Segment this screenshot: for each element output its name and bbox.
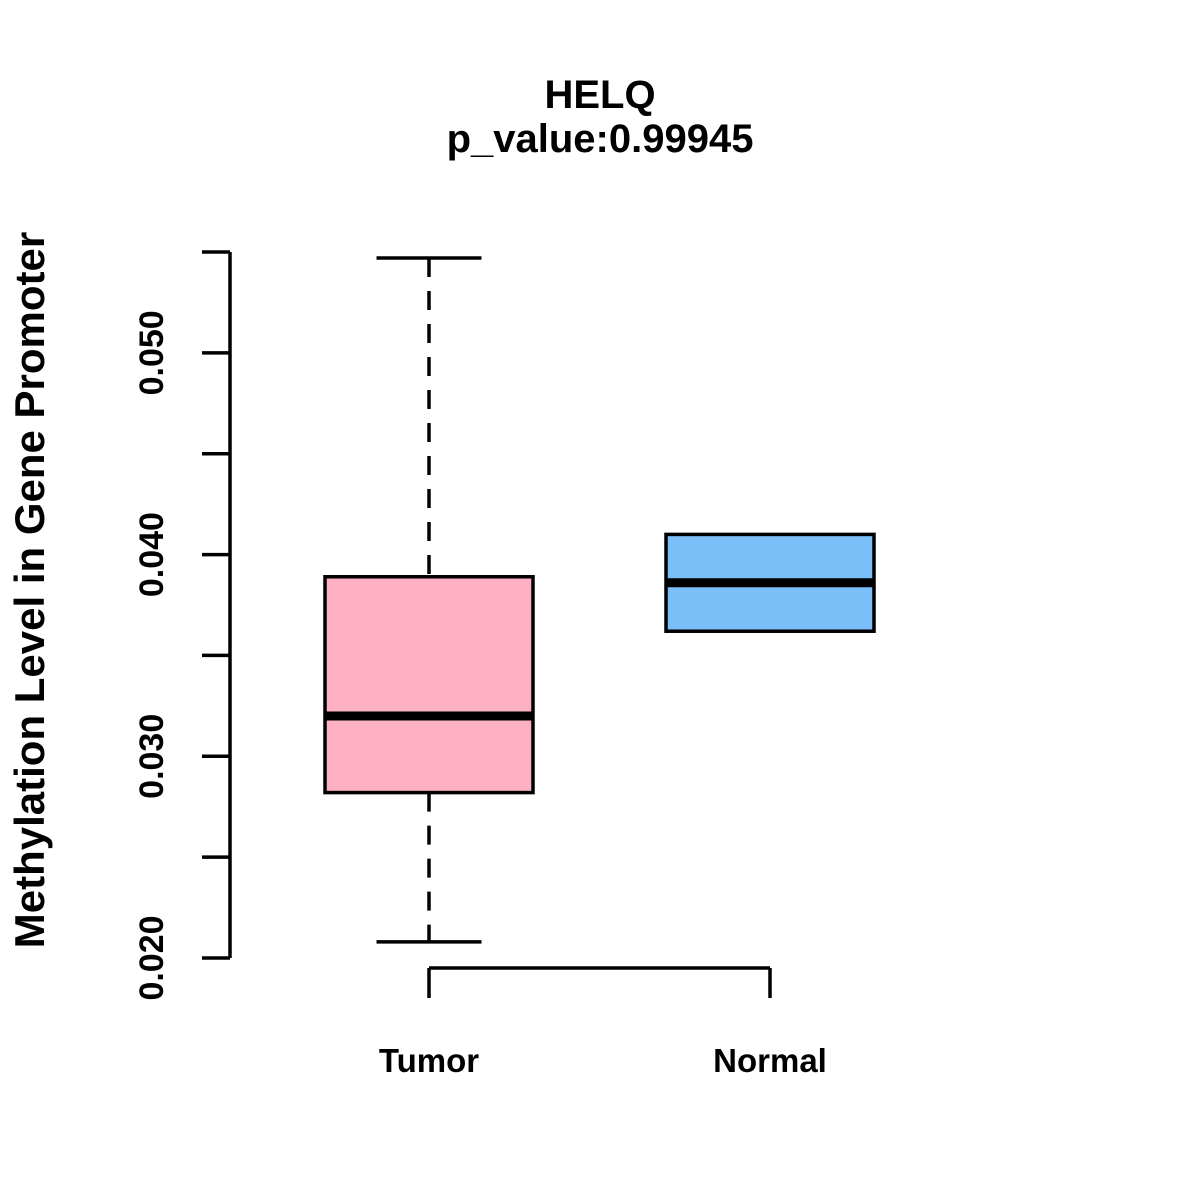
y-axis-tick-label: 0.040	[133, 512, 171, 597]
plot-subtitle: p_value:0.99945	[447, 117, 754, 161]
box-tumor	[323, 575, 535, 795]
x-axis-category-label: Normal	[713, 1042, 827, 1079]
plot-elements: 0.020 0.030 0.040 0.050 Tumor Normal	[133, 250, 876, 1079]
y-axis-tick-label: 0.050	[133, 310, 171, 395]
plot-title: HELQ	[544, 73, 655, 117]
y-axis-tick-label: 0.030	[133, 714, 171, 799]
y-axis-title: Methylation Level in Gene Promoter	[6, 232, 53, 948]
x-axis-category-label: Tumor	[379, 1042, 479, 1079]
y-axis-tick-label: 0.020	[133, 915, 171, 1000]
